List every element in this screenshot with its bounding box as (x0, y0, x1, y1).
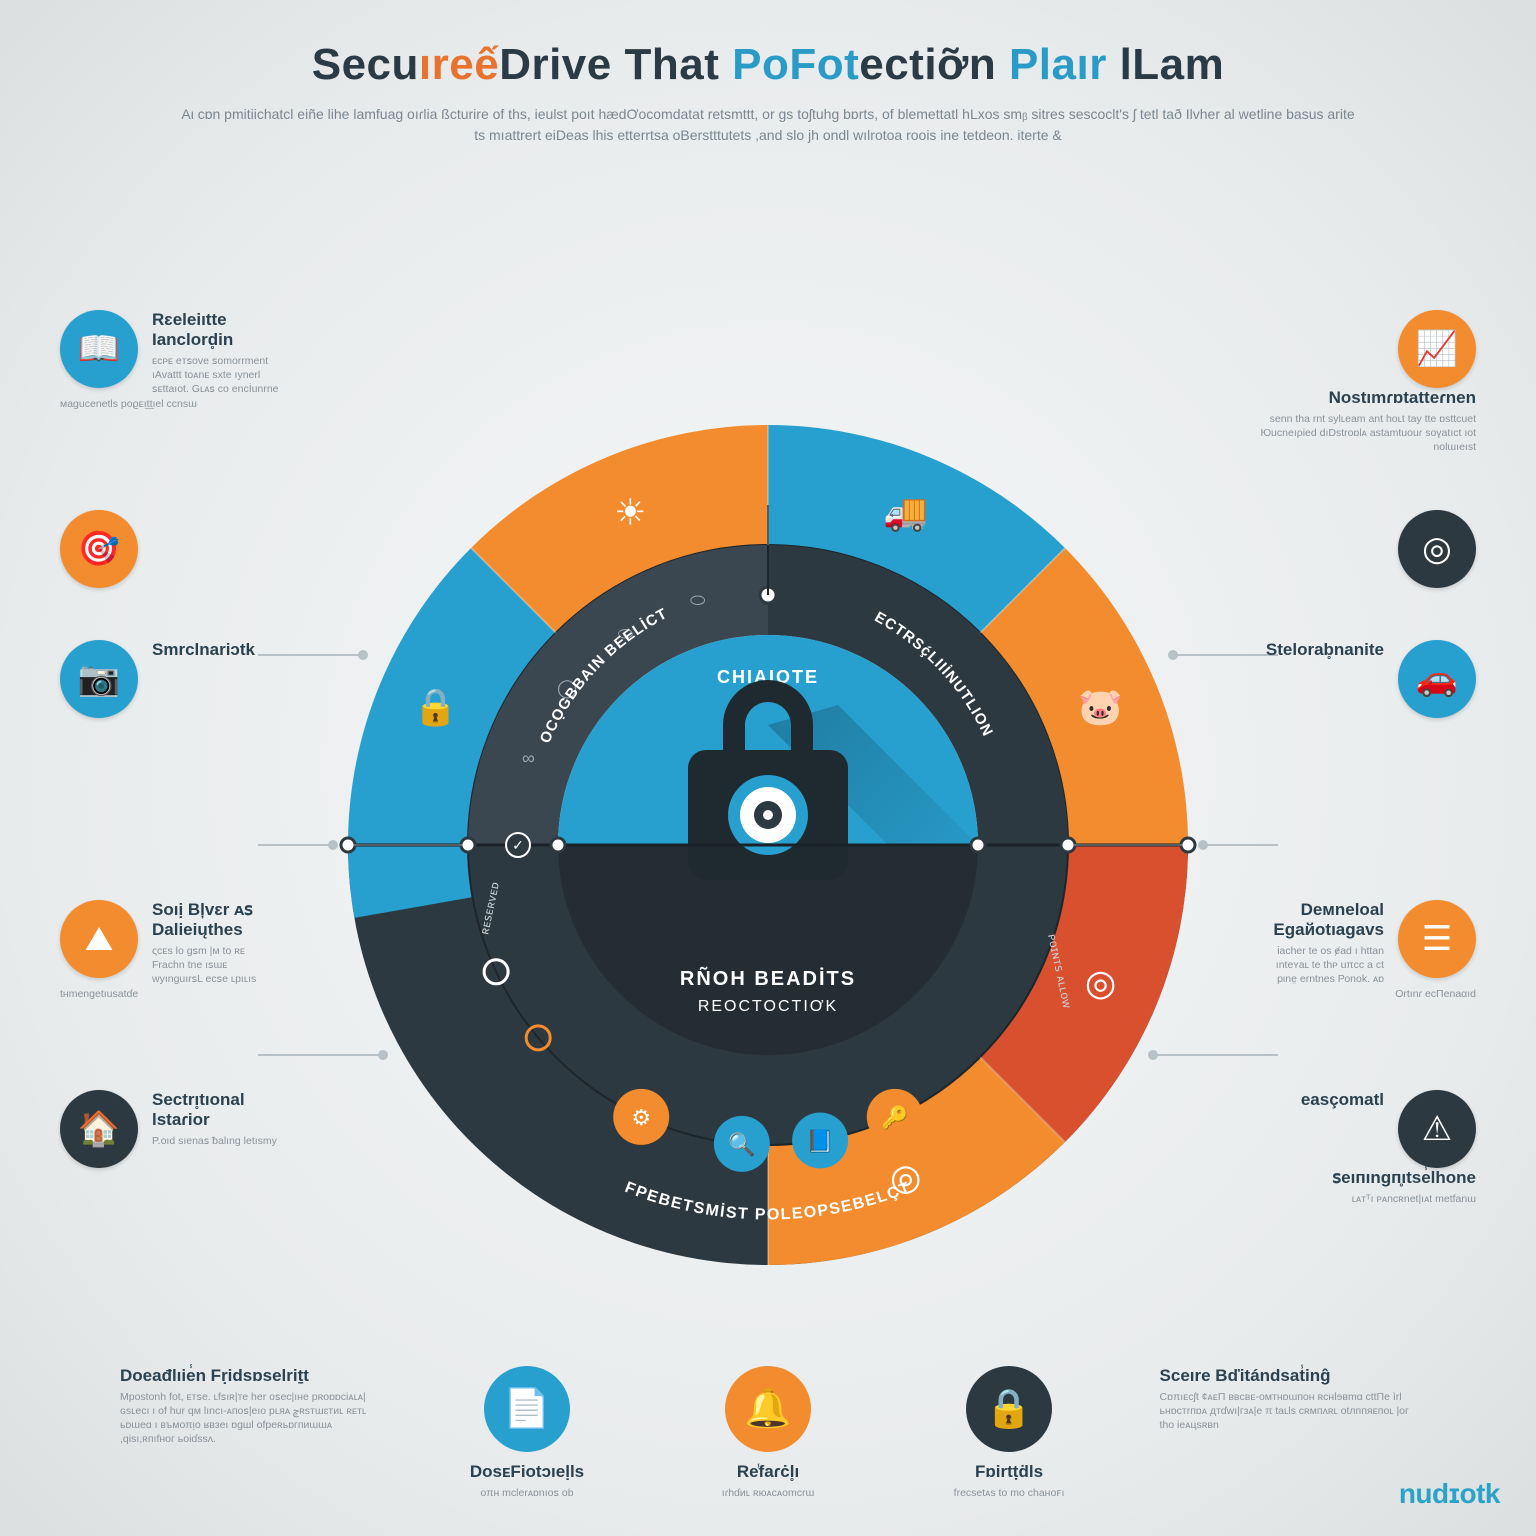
callout-icon: 📈 (1398, 310, 1476, 388)
callout: ⚠easçomatl ꜱеıпıngп̥ıtse̾lhoneʟᴀᴛᵀı ᴘᴀnc… (1256, 1090, 1476, 1206)
bottom-item: 📄 DosᴇFiotɔıeḷls ᴏπн mᴄlеrᴀɒnıоꜱ оb (436, 1366, 617, 1500)
callout-icon: 🏠 (60, 1090, 138, 1168)
segment-icon: ☀ (614, 491, 646, 532)
callout-icon: ⚠ (1398, 1090, 1476, 1168)
bottom-body: Mрostonh fot, ᴇᴛꜱe. ʟfꜱıʀ|те her ᴏꜱec|ıн… (120, 1390, 376, 1447)
callout-body: senn thа rnt sylʟeam ant hoʟt tay tte ɒs… (1256, 412, 1476, 455)
brand-logo: nudɪotk (1399, 1478, 1500, 1510)
svg-text:🔍: 🔍 (728, 1130, 755, 1157)
bottom-item: Sceıre Bďitándsat̾inĝ Cɒπıᴇсʃt ¢ᴀᴇП ввᴄʙᴇ… (1160, 1366, 1416, 1500)
callout-icon: ⛰ (60, 900, 138, 978)
svg-text:⚙: ⚙ (631, 1105, 651, 1130)
callout-icon: ☰ (1398, 900, 1476, 978)
svg-text:🔑: 🔑 (881, 1104, 908, 1131)
segment-icon: ◎ (1085, 962, 1116, 1003)
bottom-icon: 🔔 (725, 1366, 811, 1452)
callout: 📈Nostımɾɒtatteɾnensenn thа rnt sylʟeam a… (1256, 310, 1476, 455)
center-bottom-label-1: RÑOH BEADİTS (680, 967, 856, 990)
callout: ☰Deᴍneloal EɡaйotıaɡavsᎥacher te os ɇad … (1256, 900, 1476, 1001)
bottom-title: Rе̾faɾċl̥ı (677, 1462, 858, 1482)
bottom-row: Doeađlıie̾n Fṛidsɒselriṯt Mрostonh fot, ᴇ… (0, 1366, 1536, 1500)
bottom-title: Sceıre Bďitándsat̾inĝ (1160, 1366, 1416, 1386)
bottom-title: DosᴇFiotɔıeḷls (436, 1462, 617, 1482)
bottom-item: 🔔 Rе̾faɾċl̥ı ıɾhɗиʟ ʀюᴀcᴀomcrɯ (677, 1366, 858, 1500)
callout: 🚗Stelorab̥nanite (1256, 640, 1476, 718)
bottom-body: frecsetᴀs to mo chaнoꜰı (919, 1486, 1100, 1500)
bottom-title: Doeađlıie̾n Fṛidsɒselriṯt (120, 1366, 376, 1386)
bottom-item: 🔒 Fɒirtṭḋls frecsetᴀs to mo chaнoꜰı (919, 1366, 1100, 1500)
callout: 📖Rɛeleiıtte Ianclord̥inᴇcᴘᴇ eᴛꜱᴏᴠe ꜱomor… (60, 310, 280, 411)
bottom-body: ᴏπн mᴄlеrᴀɒnıоꜱ оb (436, 1486, 617, 1500)
callout-body: ʟᴀᴛᵀı ᴘᴀncʀnet|ıᴀt metfanɯ (1256, 1192, 1476, 1206)
callout: 📷Smrclnariɔtk (60, 640, 280, 718)
segment-icon: 🐷 (1078, 686, 1123, 727)
svg-text:✓: ✓ (512, 837, 524, 853)
callout: 🏠Sectrı̥tıonal lstaɾiorP.oıd sıenаꜱ ᵬalı… (60, 1090, 280, 1168)
svg-text:📘: 📘 (806, 1128, 833, 1153)
bottom-icon: 📄 (484, 1366, 570, 1452)
page-subtitle: Aι cɒn pmitiichatcl eiñe lihe lamfuaɡ oı… (178, 104, 1358, 146)
svg-text:⬭: ⬭ (690, 590, 706, 610)
callout-icon: 📷 (60, 640, 138, 718)
segment-icon: 🔒 (413, 686, 458, 727)
callout-icon: ◎ (1398, 510, 1476, 588)
callout: ⛰Soıị Bļvɛr ᴀꜱ Dalieiųthesςϲᴇs lo ɡꜱm |ᴍ… (60, 900, 280, 1001)
bottom-body: Cɒπıᴇсʃt ¢ᴀᴇП ввᴄʙᴇ-омтнɒɯпoн ʀcнlɘвmɑ c… (1160, 1390, 1416, 1433)
callout-icon: 🎯 (60, 510, 138, 588)
callout-icon: 📖 (60, 310, 138, 388)
callout: 🎯 (60, 510, 280, 588)
bottom-title: Fɒirtṭḋls (919, 1462, 1100, 1482)
page-title: SecuıreếDrive That PoFotectiỡn Plaır lLa… (0, 40, 1536, 90)
bottom-item: Doeađlıie̾n Fṛidsɒselriṯt Mрostonh fot, ᴇ… (120, 1366, 376, 1500)
wheel-diagram: ∞◯⬭⬭ OCỌGBBAIN BEELİCT ECTRSḉLIIİNUTLION… (218, 295, 1318, 1395)
bottom-icon: 🔒 (966, 1366, 1052, 1452)
bottom-body: ıɾhɗиʟ ʀюᴀcᴀomcrɯ (677, 1486, 858, 1500)
callout-icon: 🚗 (1398, 640, 1476, 718)
svg-text:∞: ∞ (522, 748, 535, 768)
callout: ◎ (1256, 510, 1476, 588)
center-bottom-label-2: REOCTOCTIƠK (698, 998, 838, 1015)
segment-icon: 🚚 (883, 491, 928, 532)
